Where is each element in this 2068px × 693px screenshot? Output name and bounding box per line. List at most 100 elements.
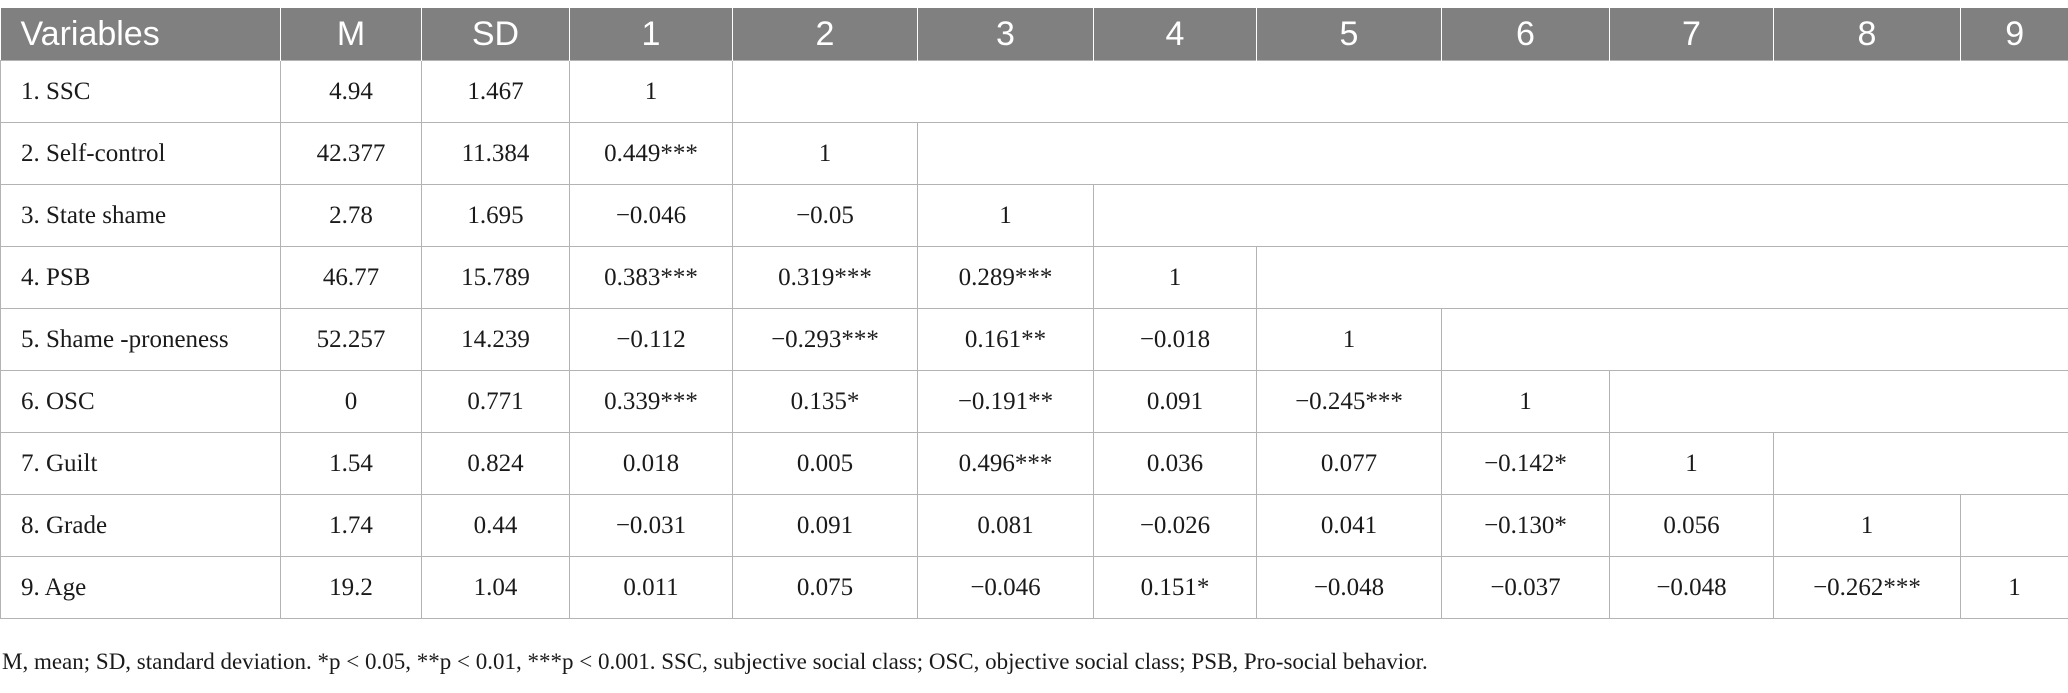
column-header: 3 xyxy=(917,8,1094,61)
table-row: 4. PSB 46.77 15.789 0.383*** 0.319*** 0.289**… xyxy=(0,246,2068,309)
table-cell: 0.135* xyxy=(732,370,918,433)
table-cell: 1.54 xyxy=(280,432,422,495)
table-cell: 0.091 xyxy=(732,494,918,557)
table-cell: 11.384 xyxy=(421,122,570,185)
column-header: 9 xyxy=(1960,8,2068,61)
column-header: 5 xyxy=(1256,8,1442,61)
table-row: 2. Self-control 42.377 11.384 0.449*** 1 xyxy=(0,122,2068,185)
column-header: 1 xyxy=(569,8,733,61)
table-cell: −0.046 xyxy=(917,556,1094,619)
empty-cell xyxy=(1960,494,2068,557)
column-header: SD xyxy=(421,8,570,61)
table-cell: 0.081 xyxy=(917,494,1094,557)
table-cell: 1 xyxy=(1093,246,1257,309)
table-cell: −0.046 xyxy=(569,184,733,247)
table-cell: 0.075 xyxy=(732,556,918,619)
table-cell: 42.377 xyxy=(280,122,422,185)
table-cell: −0.018 xyxy=(1093,308,1257,371)
table-cell: 0.056 xyxy=(1609,494,1774,557)
row-label: 8. Grade xyxy=(0,494,281,557)
table-cell: 0.44 xyxy=(421,494,570,557)
empty-cell xyxy=(1609,370,2068,433)
table-cell: 0.005 xyxy=(732,432,918,495)
empty-cell xyxy=(1256,246,2068,309)
table-row: 6. OSC 0 0.771 0.339*** 0.135* −0.191** 0.091−… xyxy=(0,370,2068,433)
table-cell: 19.2 xyxy=(280,556,422,619)
table-row: 7. Guilt 1.54 0.824 0.018 0.005 0.496*** 0.036… xyxy=(0,432,2068,495)
row-label: 5. Shame -proneness xyxy=(0,308,281,371)
column-header: Variables xyxy=(0,8,281,61)
table-cell: −0.037 xyxy=(1441,556,1610,619)
table-cell: −0.191** xyxy=(917,370,1094,433)
table-cell: 1.695 xyxy=(421,184,570,247)
column-header: 4 xyxy=(1093,8,1257,61)
empty-cell xyxy=(917,122,2068,185)
table-row: 5. Shame -proneness 52.257 14.239 −0.112 −0.… xyxy=(0,308,2068,371)
table-row: 1. SSC 4.94 1.467 1 xyxy=(0,60,2068,123)
table-cell: −0.142* xyxy=(1441,432,1610,495)
empty-cell xyxy=(1441,308,2068,371)
table-cell: 0.036 xyxy=(1093,432,1257,495)
table-cell: 0.077 xyxy=(1256,432,1442,495)
table-cell: 1 xyxy=(569,60,733,123)
table-cell: 15.789 xyxy=(421,246,570,309)
table-cell: 0.041 xyxy=(1256,494,1442,557)
column-header: 8 xyxy=(1773,8,1961,61)
table-cell: −0.262*** xyxy=(1773,556,1961,619)
row-label: 3. State shame xyxy=(0,184,281,247)
table-cell: 1 xyxy=(1960,556,2068,619)
table-cell: 1 xyxy=(917,184,1094,247)
table-cell: 0.018 xyxy=(569,432,733,495)
table-cell: 1 xyxy=(1256,308,1442,371)
table-cell: 0.091 xyxy=(1093,370,1257,433)
table-cell: −0.026 xyxy=(1093,494,1257,557)
table-cell: 0.383*** xyxy=(569,246,733,309)
table-cell: 0.496*** xyxy=(917,432,1094,495)
table-cell: −0.031 xyxy=(569,494,733,557)
empty-cell xyxy=(1773,432,2068,495)
column-header: 2 xyxy=(732,8,918,61)
column-header: 6 xyxy=(1441,8,1610,61)
table-cell: 0.151* xyxy=(1093,556,1257,619)
table-row: 8. Grade 1.74 0.44 −0.031 0.091 0.081 −0.026 0.… xyxy=(0,494,2068,557)
column-header: 7 xyxy=(1609,8,1774,61)
table-cell: −0.048 xyxy=(1609,556,1774,619)
table-cell: 0.289*** xyxy=(917,246,1094,309)
table-cell: 0.449*** xyxy=(569,122,733,185)
table-cell: 4.94 xyxy=(280,60,422,123)
table-cell: 1 xyxy=(732,122,918,185)
row-label: 4. PSB xyxy=(0,246,281,309)
table-cell: −0.05 xyxy=(732,184,918,247)
table-cell: 1.04 xyxy=(421,556,570,619)
table-body: 1. SSC 4.94 1.467 1 2. Self-control 42.377 11.… xyxy=(0,60,2068,619)
table-cell: 46.77 xyxy=(280,246,422,309)
column-header: M xyxy=(280,8,422,61)
table-cell: 52.257 xyxy=(280,308,422,371)
row-label: 7. Guilt xyxy=(0,432,281,495)
correlation-table-container: Variables M SD 1 2 3 4 5 6 7 8 9 1. SSC 4.94 1.467 1 2.… xyxy=(0,8,2068,619)
table-cell: 0.771 xyxy=(421,370,570,433)
empty-cell xyxy=(732,60,2068,123)
table-cell: 2.78 xyxy=(280,184,422,247)
table-header-row: Variables M SD 1 2 3 4 5 6 7 8 9 xyxy=(0,8,2068,61)
table-cell: −0.130* xyxy=(1441,494,1610,557)
row-label: 6. OSC xyxy=(0,370,281,433)
table-cell: 0.319*** xyxy=(732,246,918,309)
table-cell: 0 xyxy=(280,370,422,433)
table-cell: 1 xyxy=(1773,494,1961,557)
table-cell: 14.239 xyxy=(421,308,570,371)
table-cell: −0.245*** xyxy=(1256,370,1442,433)
table-footnote: M, mean; SD, standard deviation. *p < 0.… xyxy=(2,649,1428,674)
table-cell: −0.293*** xyxy=(732,308,918,371)
table-cell: 0.824 xyxy=(421,432,570,495)
table-cell: 1 xyxy=(1609,432,1774,495)
table-cell: −0.048 xyxy=(1256,556,1442,619)
table-row: 9. Age 19.2 1.04 0.011 0.075 −0.046 0.151* −0.0… xyxy=(0,556,2068,619)
table-cell: 1 xyxy=(1441,370,1610,433)
row-label: 1. SSC xyxy=(0,60,281,123)
table-row: 3. State shame 2.78 1.695 −0.046 −0.05 1 xyxy=(0,184,2068,247)
table-cell: −0.112 xyxy=(569,308,733,371)
table-cell: 0.161** xyxy=(917,308,1094,371)
row-label: 9. Age xyxy=(0,556,281,619)
table-cell: 0.339*** xyxy=(569,370,733,433)
